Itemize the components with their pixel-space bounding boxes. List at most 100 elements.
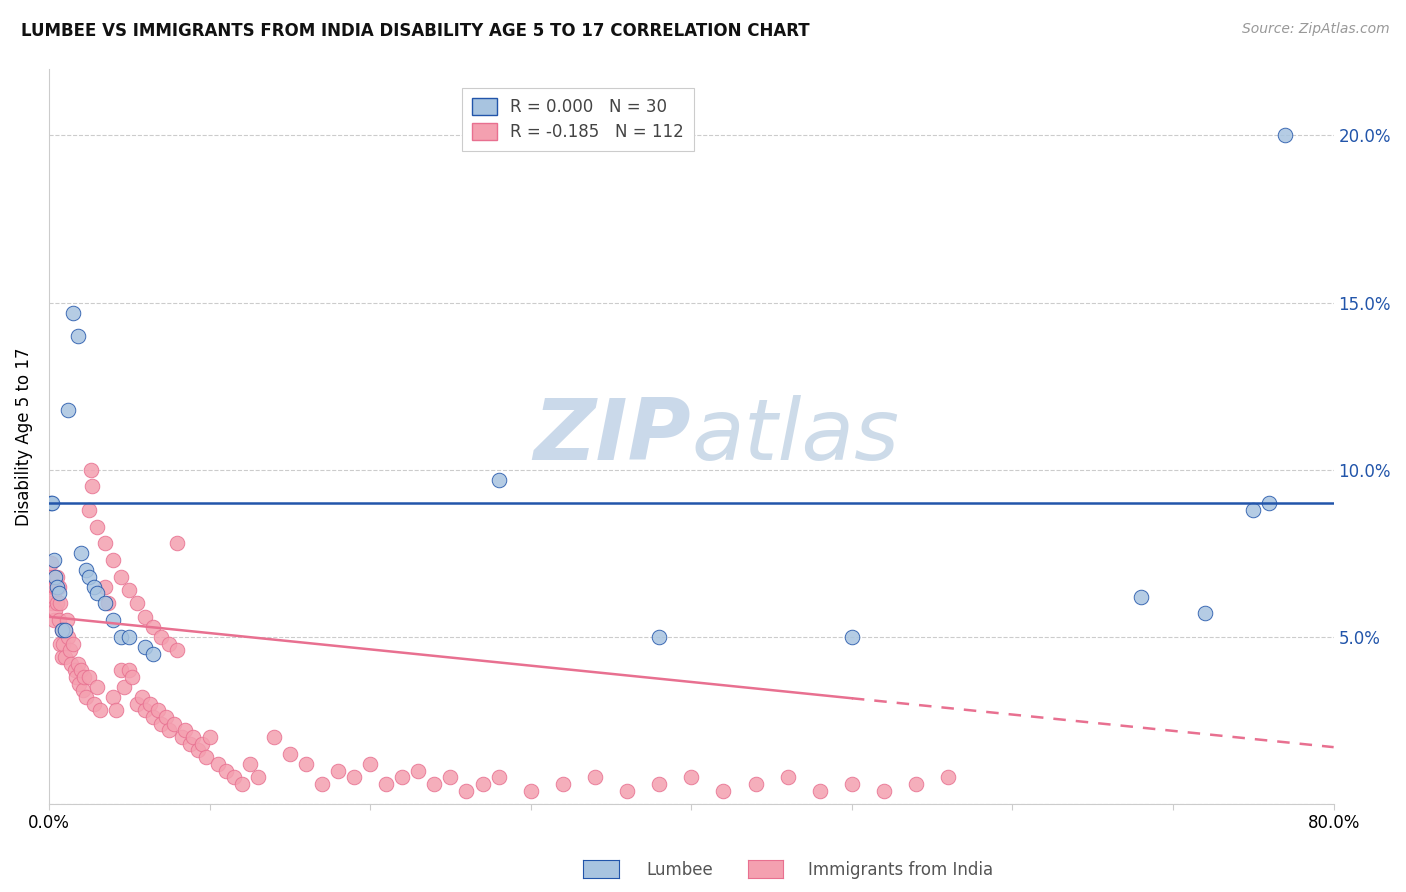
Point — [239, 756, 262, 771]
Point — [66, 329, 89, 343]
Point — [172, 730, 194, 744]
Point — [142, 710, 165, 724]
Point — [46, 596, 69, 610]
Point — [70, 546, 93, 560]
Point — [83, 697, 105, 711]
Point — [195, 750, 218, 764]
Point — [311, 777, 333, 791]
Point — [873, 783, 896, 797]
Text: LUMBEE VS IMMIGRANTS FROM INDIA DISABILITY AGE 5 TO 17 CORRELATION CHART: LUMBEE VS IMMIGRANTS FROM INDIA DISABILI… — [21, 22, 810, 40]
Point — [75, 563, 97, 577]
Point — [744, 777, 766, 791]
Point — [142, 620, 165, 634]
Point — [616, 783, 638, 797]
Point — [121, 670, 143, 684]
Point — [110, 569, 132, 583]
Point — [44, 580, 66, 594]
Point — [681, 770, 703, 784]
Point — [343, 770, 366, 784]
Point — [1194, 607, 1216, 621]
Point — [246, 770, 269, 784]
Point — [198, 730, 221, 744]
Point — [127, 697, 149, 711]
Point — [583, 770, 606, 784]
Point — [1274, 128, 1296, 143]
Point — [142, 647, 165, 661]
Point — [127, 596, 149, 610]
Point — [456, 783, 478, 797]
Point — [48, 580, 70, 594]
Point — [42, 590, 65, 604]
Legend: R = 0.000   N = 30, R = -0.185   N = 112: R = 0.000 N = 30, R = -0.185 N = 112 — [463, 88, 695, 151]
Point — [51, 623, 73, 637]
Point — [488, 770, 510, 784]
Point — [295, 756, 318, 771]
Point — [110, 630, 132, 644]
Point — [82, 479, 104, 493]
Point — [72, 683, 94, 698]
Point — [519, 783, 541, 797]
Point — [841, 777, 863, 791]
Point — [103, 553, 125, 567]
Point — [89, 703, 111, 717]
Point — [134, 640, 156, 654]
Point — [62, 305, 84, 319]
Point — [41, 569, 63, 583]
Point — [841, 630, 863, 644]
Point — [42, 553, 65, 567]
Point — [134, 703, 156, 717]
Point — [391, 770, 413, 784]
Point — [46, 580, 69, 594]
Point — [118, 630, 141, 644]
Point — [51, 623, 73, 637]
Point — [41, 496, 63, 510]
Point — [326, 764, 349, 778]
Point — [86, 519, 108, 533]
Point — [131, 690, 153, 704]
Point — [48, 613, 70, 627]
Point — [97, 596, 120, 610]
Point — [648, 777, 671, 791]
Point — [166, 536, 188, 550]
Point — [41, 596, 63, 610]
Point — [103, 613, 125, 627]
Point — [648, 630, 671, 644]
Point — [77, 569, 100, 583]
Point — [166, 643, 188, 657]
Point — [190, 737, 212, 751]
Point — [94, 580, 117, 594]
Point — [776, 770, 799, 784]
Point — [49, 596, 72, 610]
Point — [118, 582, 141, 597]
Point — [86, 680, 108, 694]
Point — [713, 783, 735, 797]
Point — [808, 783, 831, 797]
Point — [39, 556, 62, 570]
Point — [155, 710, 177, 724]
Point — [183, 730, 205, 744]
Point — [134, 609, 156, 624]
Point — [278, 747, 301, 761]
Point — [62, 636, 84, 650]
Point — [60, 657, 83, 671]
Point — [231, 777, 253, 791]
Point — [163, 716, 186, 731]
Point — [150, 716, 173, 731]
Point — [157, 636, 180, 650]
Point — [423, 777, 446, 791]
Point — [69, 676, 91, 690]
Point — [214, 764, 236, 778]
Point — [44, 603, 66, 617]
Point — [63, 663, 86, 677]
Point — [53, 623, 76, 637]
Point — [42, 613, 65, 627]
Point — [408, 764, 430, 778]
Point — [66, 657, 89, 671]
Point — [83, 580, 105, 594]
Point — [59, 643, 82, 657]
Point — [75, 690, 97, 704]
Y-axis label: Disability Age 5 to 17: Disability Age 5 to 17 — [15, 347, 32, 525]
Point — [114, 680, 136, 694]
Point — [1241, 503, 1264, 517]
Point — [51, 649, 73, 664]
